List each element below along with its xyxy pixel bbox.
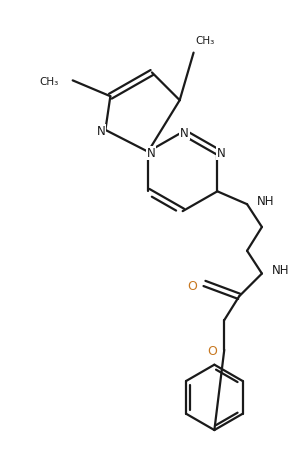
Text: NH: NH <box>272 263 289 276</box>
Text: N: N <box>180 127 189 140</box>
Text: O: O <box>207 345 217 358</box>
Text: N: N <box>147 147 155 160</box>
Text: N: N <box>217 147 226 160</box>
Text: O: O <box>188 279 197 292</box>
Text: CH₃: CH₃ <box>40 77 59 87</box>
Text: CH₃: CH₃ <box>196 36 215 46</box>
Text: NH: NH <box>257 194 274 207</box>
Text: N: N <box>97 125 106 138</box>
